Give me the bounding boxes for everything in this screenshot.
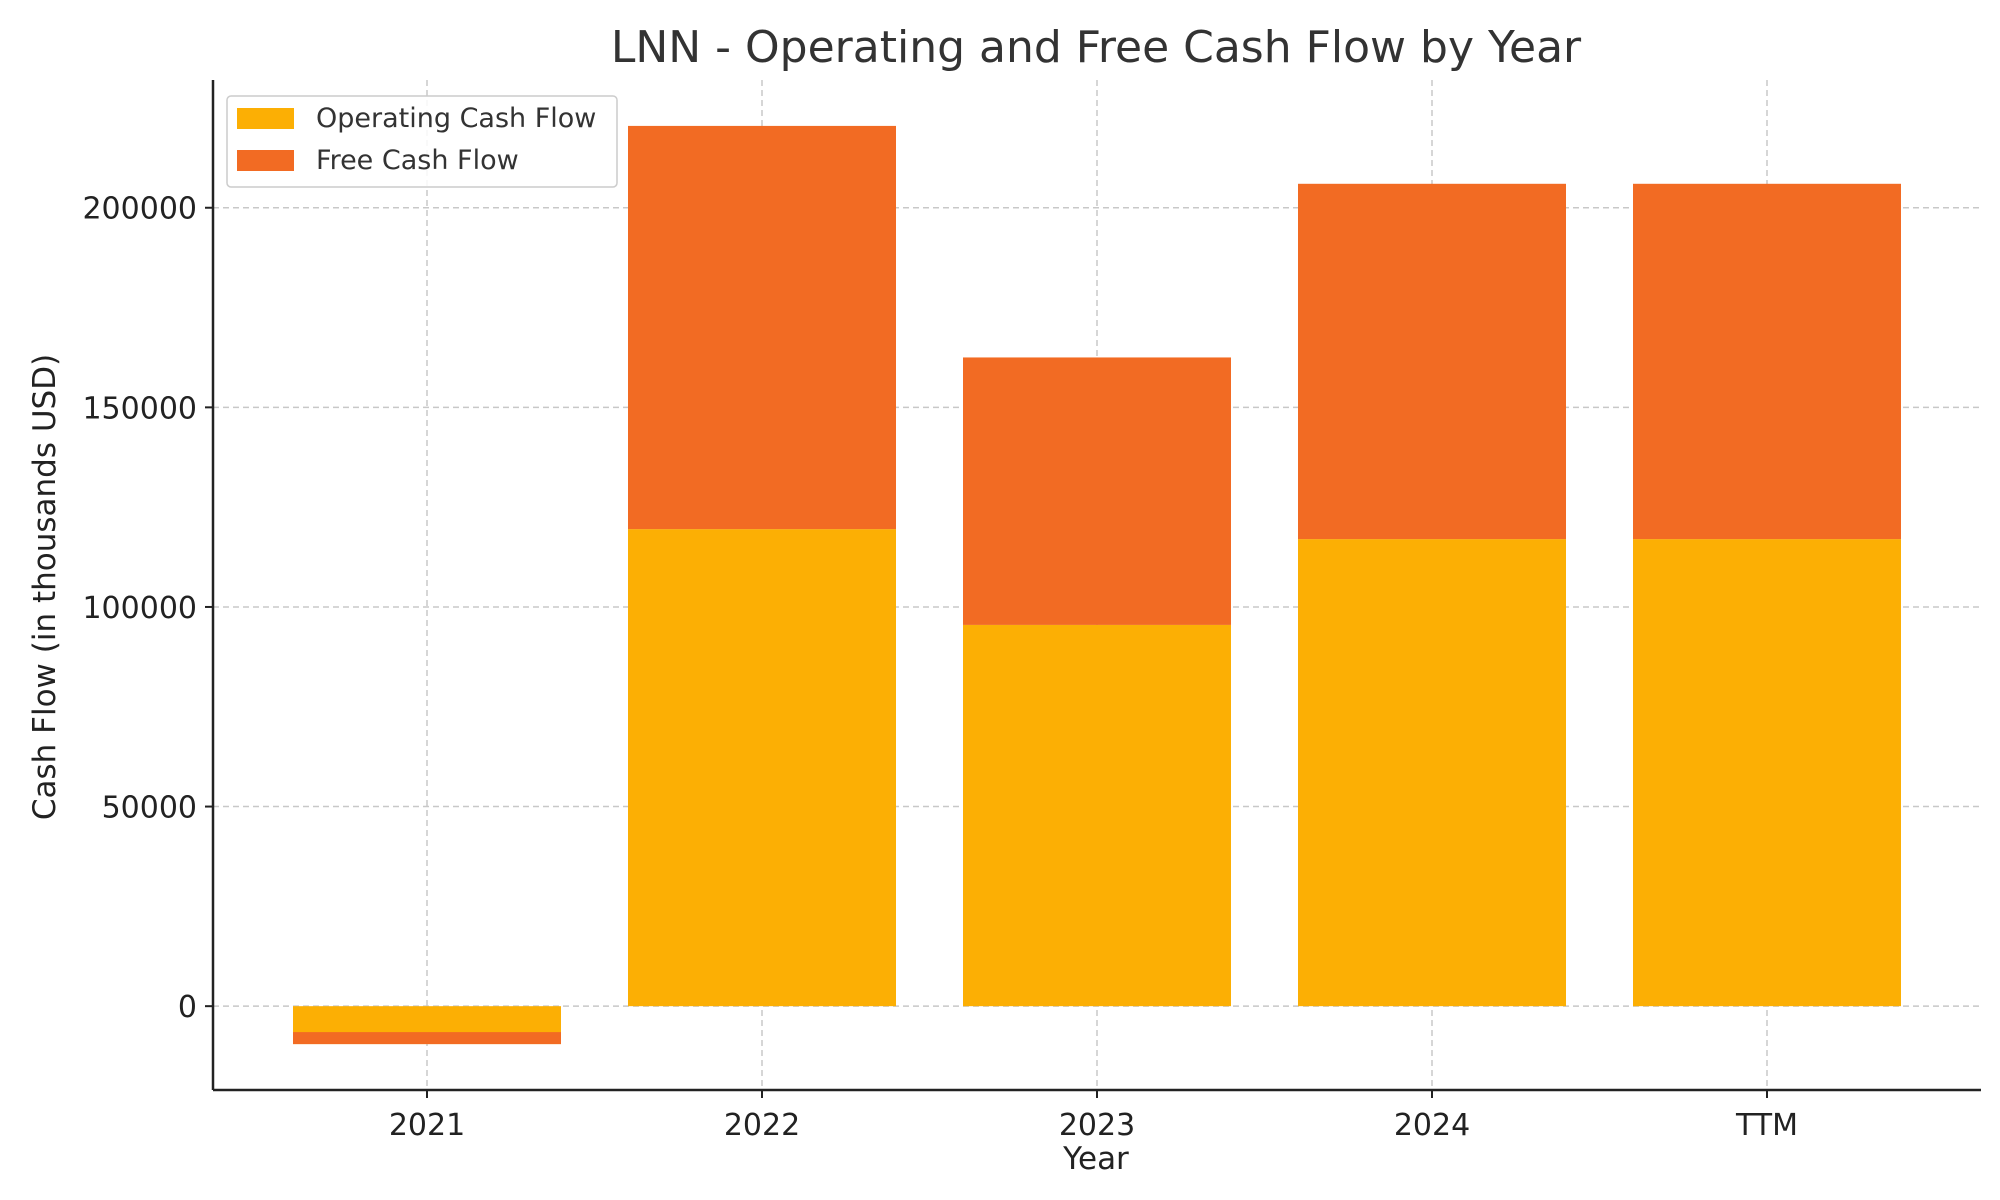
legend-label: Free Cash Flow — [316, 145, 519, 176]
x-axis-ticks: 2021 2022 2023 2024 TTM — [389, 1090, 1798, 1143]
legend: Operating Cash Flow Free Cash Flow — [226, 95, 618, 188]
y-axis-ticks: 0 50000 100000 150000 200000 — [82, 192, 213, 1025]
y-tick-label: 50000 — [102, 791, 197, 826]
free-cash-flow-bar — [1298, 183, 1566, 540]
operating-cash-flow-bar — [1298, 539, 1566, 1007]
free-cash-flow-bar — [1633, 183, 1901, 540]
legend-swatch — [237, 150, 294, 171]
free-cash-flow-bar — [963, 357, 1231, 625]
y-tick-label: 150000 — [82, 391, 197, 426]
operating-cash-flow-bar — [1633, 539, 1901, 1007]
chart-title: LNN - Operating and Free Cash Flow by Ye… — [611, 22, 1582, 73]
y-axis-title: Cash Flow (in thousands USD) — [27, 354, 63, 820]
free-cash-flow-bar — [293, 1032, 561, 1045]
y-tick-label: 100000 — [82, 591, 197, 626]
x-tick-label: 2024 — [1394, 1108, 1470, 1143]
x-tick-label: 2021 — [389, 1108, 465, 1143]
free-cash-flow-bar — [628, 125, 896, 530]
y-tick-label: 200000 — [82, 192, 197, 227]
legend-box — [226, 95, 618, 188]
legend-label: Operating Cash Flow — [316, 103, 596, 134]
y-tick-label: 0 — [178, 990, 197, 1025]
x-tick-label: 2022 — [724, 1108, 800, 1143]
x-tick-label: 2023 — [1059, 1108, 1135, 1143]
x-tick-label: TTM — [1735, 1108, 1798, 1143]
operating-cash-flow-bar — [963, 624, 1231, 1007]
operating-cash-flow-bar — [628, 529, 896, 1007]
x-axis-title: Year — [1062, 1141, 1129, 1177]
legend-swatch — [237, 108, 294, 129]
bars — [293, 125, 1901, 1045]
